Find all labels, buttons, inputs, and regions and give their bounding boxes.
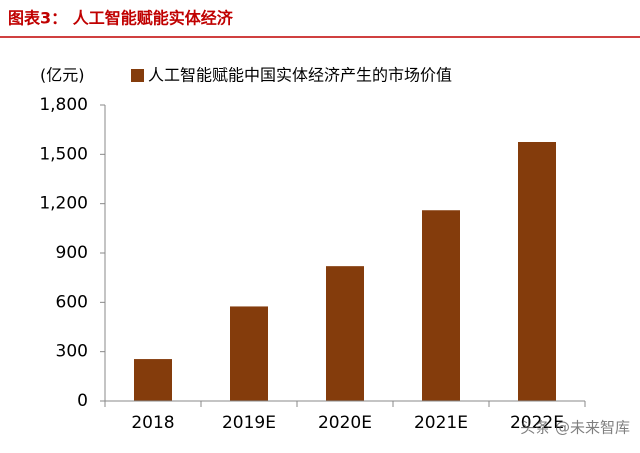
bar bbox=[134, 359, 172, 401]
y-tick-label: 900 bbox=[56, 243, 88, 263]
y-tick-label: 1,200 bbox=[39, 194, 88, 214]
x-tick-label: 2021E bbox=[414, 413, 468, 433]
legend-label: 人工智能赋能中国实体经济产生的市场价值 bbox=[148, 66, 452, 85]
legend-swatch bbox=[131, 69, 144, 82]
x-tick-label: 2022E bbox=[510, 413, 564, 433]
watermark: 头条 @未来智库 bbox=[520, 419, 630, 437]
y-tick-label: 1,800 bbox=[39, 95, 88, 115]
y-tick-label: 300 bbox=[56, 342, 88, 362]
bar bbox=[422, 210, 460, 401]
y-tick-label: 0 bbox=[77, 391, 88, 411]
bar bbox=[326, 266, 364, 401]
y-axis-label: (亿元) bbox=[40, 66, 85, 85]
bar bbox=[230, 306, 268, 401]
x-tick-label: 2020E bbox=[318, 413, 372, 433]
x-tick-label: 2018 bbox=[131, 413, 174, 433]
chart-title: 图表3： 人工智能赋能实体经济 bbox=[8, 9, 234, 28]
y-tick-label: 600 bbox=[56, 292, 88, 312]
x-tick-label: 2019E bbox=[222, 413, 276, 433]
bar bbox=[518, 142, 556, 401]
y-tick-label: 1,500 bbox=[39, 144, 88, 164]
